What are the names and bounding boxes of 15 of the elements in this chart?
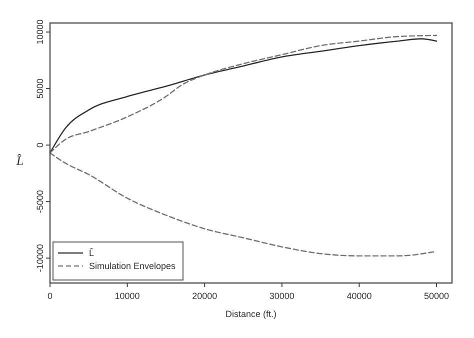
y-tick-label: -5000 — [35, 190, 45, 214]
y-axis-title: L̂ — [15, 152, 24, 168]
x-tick-label: 50000 — [424, 291, 450, 301]
y-tick-label: 0 — [35, 142, 45, 148]
y-tick-label: -10000 — [35, 244, 45, 272]
x-axis-title: Distance (ft.) — [225, 309, 277, 319]
y-tick-label: 5000 — [35, 78, 45, 99]
x-tick-label: 20000 — [192, 291, 218, 301]
x-tick-label: 40000 — [346, 291, 372, 301]
x-tick-label: 10000 — [114, 291, 140, 301]
legend-label: Simulation Envelopes — [89, 261, 176, 271]
x-tick-label: 30000 — [269, 291, 294, 301]
legend-label: L̂ — [89, 248, 94, 258]
x-tick-label: 0 — [47, 291, 53, 301]
y-tick-label: 10000 — [35, 20, 45, 45]
